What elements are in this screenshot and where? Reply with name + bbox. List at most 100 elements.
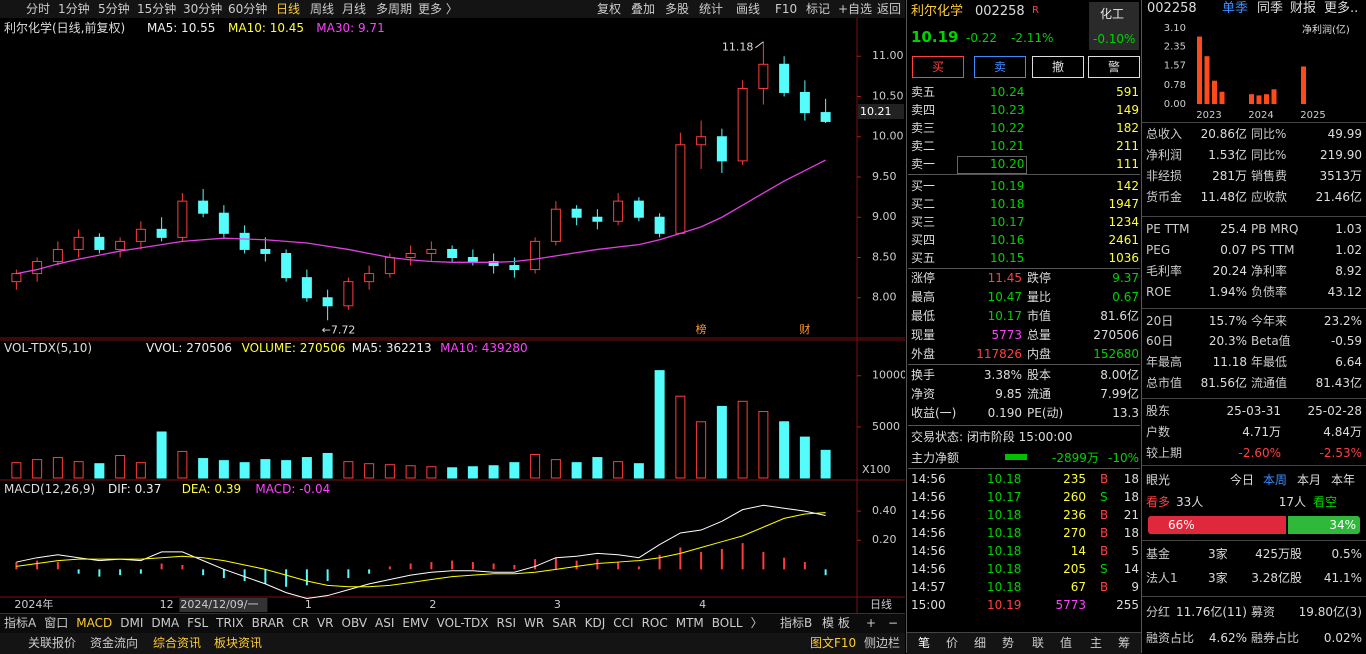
indicator-tab[interactable]: SAR — [552, 616, 577, 630]
bottom-tab[interactable]: 板块资讯 — [214, 636, 263, 650]
indicator-tab[interactable]: 窗口 — [44, 616, 69, 630]
indicator-tab[interactable]: 模 板 — [822, 616, 850, 630]
indicator-tab[interactable]: MTM — [675, 616, 704, 630]
period-tab[interactable]: 月线 — [342, 2, 367, 16]
indicator-tab[interactable]: 〉 — [750, 616, 763, 630]
indicator-tab[interactable]: RSI — [496, 616, 517, 630]
x-tick-label: 2023 — [1196, 110, 1221, 121]
period-tab[interactable]: 15分钟 — [137, 2, 177, 16]
book-volume: 1947 — [1108, 197, 1139, 211]
y-tick-label: 3.10 — [1164, 23, 1186, 34]
indicator-tab[interactable]: OBV — [341, 616, 368, 630]
indicator-tab[interactable]: ROC — [641, 616, 668, 630]
y-tick-label: 0.20 — [872, 533, 897, 546]
period-tab[interactable]: 5分钟 — [98, 2, 130, 16]
quote-tab[interactable]: 联 — [1031, 636, 1044, 650]
bottom-tab[interactable]: 图文F10 — [810, 636, 857, 650]
quote-tab[interactable]: 值 — [1059, 636, 1072, 650]
volume-bar — [488, 465, 499, 479]
period-tab[interactable]: 日线 — [276, 2, 301, 16]
stat-value: 9.85 — [995, 387, 1022, 401]
view-tab[interactable]: 本月 — [1297, 473, 1322, 487]
candle-body — [260, 248, 271, 254]
flow-label: 主力净额 — [911, 451, 960, 465]
indicator-tab[interactable]: + — [866, 616, 877, 630]
candle-body — [488, 261, 499, 267]
finance-tab[interactable]: 更多.. — [1324, 1, 1359, 16]
indicator-tab[interactable]: FSL — [187, 616, 209, 630]
indicator-tab[interactable]: BOLL — [711, 616, 743, 630]
tool-button[interactable]: 统计 — [699, 2, 724, 16]
tool-button[interactable]: 返回 — [877, 2, 902, 16]
indicator-tab[interactable]: DMI — [120, 616, 144, 630]
indicator-tab[interactable]: EMV — [402, 616, 429, 630]
trade-button[interactable]: 买 — [912, 56, 964, 78]
fin-value: 3513万 — [1319, 169, 1362, 183]
quote-tab[interactable]: 价 — [945, 636, 958, 650]
view-tab[interactable]: 本年 — [1331, 473, 1356, 487]
stat-value: 0.67 — [1112, 290, 1139, 304]
stat-label: 总量 — [1027, 328, 1052, 342]
indicator-tab[interactable]: − — [888, 616, 899, 630]
volume-bar — [467, 466, 478, 479]
finance-tab[interactable]: 单季 — [1222, 1, 1249, 16]
tool-button[interactable]: 多股 — [665, 2, 690, 16]
trade-button[interactable]: 撤 — [1032, 56, 1084, 78]
indicator-tab[interactable]: MACD — [76, 616, 113, 630]
indicator-tab[interactable]: VOL-TDX — [436, 616, 489, 630]
chart-title: 净利润(亿) — [1302, 23, 1350, 36]
indicator-tab[interactable]: CR — [292, 616, 309, 630]
quote-tab[interactable]: 主 — [1089, 636, 1102, 650]
book-volume: 149 — [1116, 103, 1139, 117]
quote-tab[interactable]: 细 — [973, 636, 986, 650]
indicator-tab[interactable]: 指标A — [4, 616, 37, 630]
x-tick-label: 1 — [305, 598, 312, 611]
period-tab[interactable]: 多周期 — [376, 2, 413, 16]
y-tick-label: 10000 — [872, 369, 905, 382]
x-tick-label: 12 — [160, 598, 174, 611]
tick-price: 10.18 — [987, 580, 1022, 594]
indicator-tab[interactable]: WR — [524, 616, 545, 630]
tool-button[interactable]: 画线 — [736, 2, 761, 16]
view-tab[interactable]: 本周 — [1263, 473, 1288, 487]
period-tab[interactable]: 更多 〉 — [418, 2, 458, 16]
volume-unit: X100 — [862, 463, 891, 476]
bottom-tab[interactable]: 资金流向 — [90, 636, 139, 650]
trade-button[interactable]: 警 — [1088, 56, 1140, 78]
book-price: 10.21 — [990, 139, 1025, 153]
bottom-tab[interactable]: 关联报价 — [28, 636, 77, 650]
tool-button[interactable]: F10 — [775, 2, 798, 16]
event-mark: 榜 — [696, 322, 707, 336]
stat-value: 117826 — [976, 347, 1022, 361]
period-tab[interactable]: 30分钟 — [183, 2, 223, 16]
quote-tab[interactable]: 筹 — [1117, 636, 1130, 650]
chart-area: 8.00 8.50 9.00 9.50 10.00 10.50 11.00 11.18 ←7.7… — [0, 18, 905, 613]
trade-button[interactable]: 卖 — [974, 56, 1026, 78]
quote-tab[interactable]: 笔 — [917, 636, 930, 650]
period-tab[interactable]: 1分钟 — [58, 2, 90, 16]
sentiment-label: 66% — [1168, 518, 1195, 532]
indicator-tab[interactable]: TRIX — [216, 616, 244, 630]
period-tab[interactable]: 周线 — [310, 2, 335, 16]
indicator-tab[interactable]: DMA — [151, 616, 180, 630]
tool-button[interactable]: 标记 — [806, 2, 831, 16]
period-tab[interactable]: 分时 — [26, 2, 51, 16]
finance-tab[interactable]: 同季 — [1257, 1, 1284, 16]
indicator-tab[interactable]: 指标B — [780, 616, 813, 630]
indicator-tab[interactable]: BRAR — [251, 616, 285, 630]
period-tab[interactable]: 60分钟 — [228, 2, 268, 16]
bottom-tab[interactable]: 综合资讯 — [153, 636, 202, 650]
finance-tab[interactable]: 财报 — [1290, 1, 1317, 16]
indicator-tab[interactable]: KDJ — [584, 616, 606, 630]
tool-button[interactable]: 复权 — [597, 2, 622, 16]
indicator-tab[interactable]: ASI — [375, 616, 395, 630]
tool-button[interactable]: 叠加 — [631, 2, 656, 16]
fin-value: 20.24 — [1212, 264, 1247, 278]
quote-tab[interactable]: 势 — [1001, 636, 1014, 650]
volume-bar — [675, 395, 686, 479]
indicator-tab[interactable]: CCI — [613, 616, 634, 630]
bottom-tab[interactable]: 侧边栏 — [864, 636, 901, 650]
indicator-tab[interactable]: VR — [316, 616, 334, 630]
view-tab[interactable]: 今日 — [1230, 473, 1255, 487]
tool-button[interactable]: +自选 — [838, 2, 873, 16]
